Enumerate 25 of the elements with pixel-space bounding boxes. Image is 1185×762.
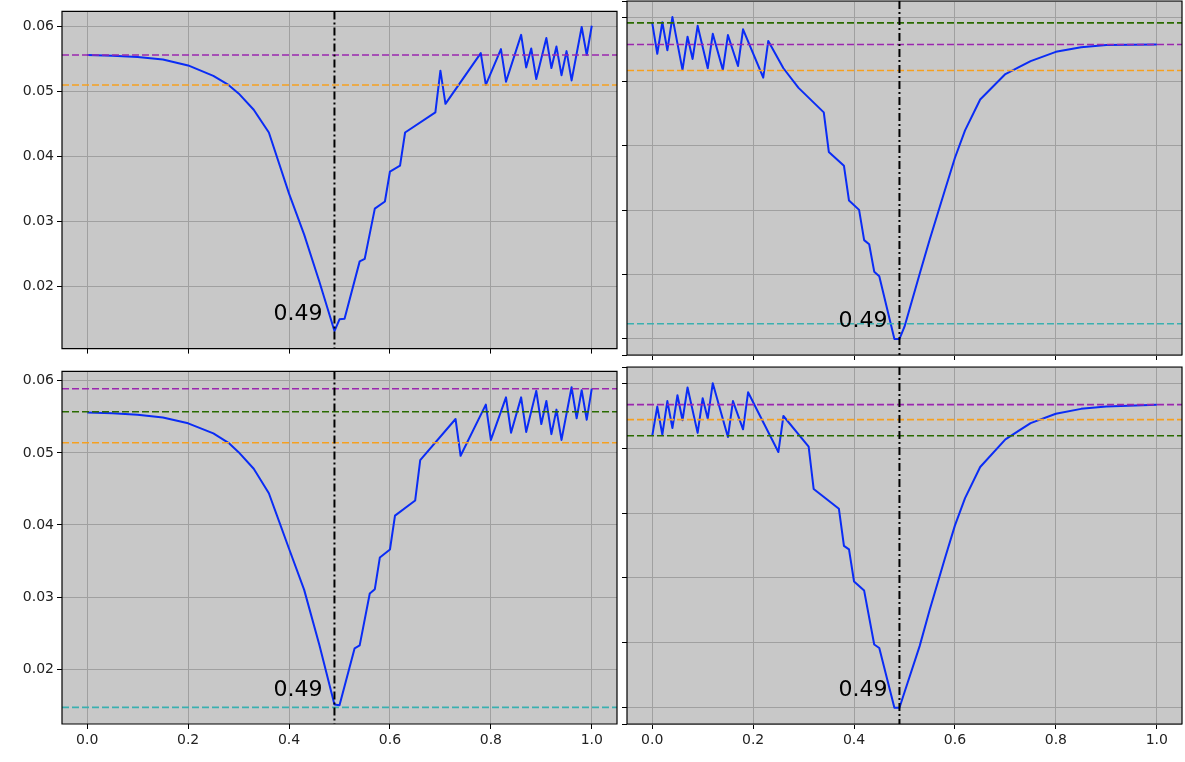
x-tick-label: 0.6: [943, 731, 967, 748]
y-tick-label: 0.02: [22, 659, 54, 676]
y-tick-label: 0.03: [22, 587, 54, 604]
x-tick-label: 0.2: [742, 731, 765, 748]
y-tick-label: 0.06: [22, 17, 55, 34]
y-tick-label: 0.03: [22, 212, 54, 229]
y-tick-label: 0.05: [22, 82, 54, 99]
y-tick-label: 0.06: [22, 371, 55, 388]
x-tick-label: 0.8: [1044, 731, 1067, 748]
y-tick-label: 0.04: [22, 147, 55, 164]
ref-line-label: 0.49: [273, 675, 323, 701]
x-tick-label: 0.4: [277, 731, 301, 748]
x-tick-label: 0.2: [177, 731, 200, 748]
y-tick-label: 0.05: [22, 443, 54, 460]
x-tick-label: 0.8: [479, 731, 502, 748]
x-tick-label: 0.6: [378, 731, 402, 748]
x-tick-label: 1.0: [1145, 731, 1168, 748]
x-tick-label: 1.0: [580, 731, 603, 748]
x-tick-label: 0.0: [641, 731, 664, 748]
y-tick-label: 0.04: [22, 515, 55, 532]
ref-line-label: 0.49: [838, 675, 888, 701]
x-tick-label: 0.0: [76, 731, 99, 748]
x-tick-label: 0.4: [842, 731, 866, 748]
ref-line-label: 0.49: [273, 300, 323, 326]
y-tick-label: 0.02: [22, 277, 54, 294]
